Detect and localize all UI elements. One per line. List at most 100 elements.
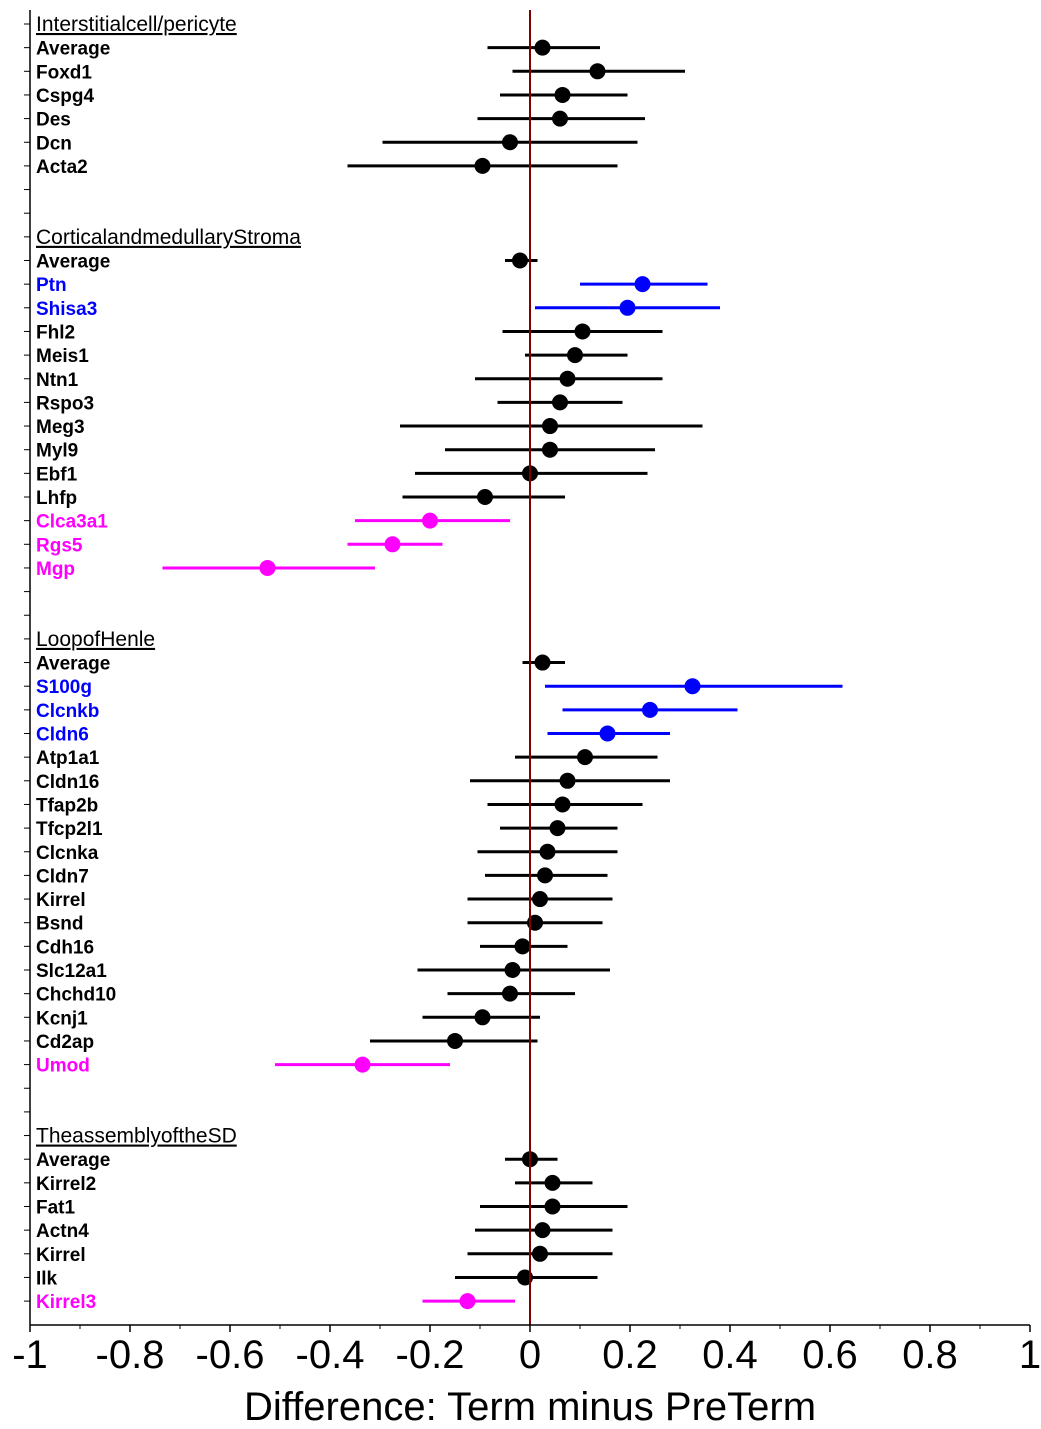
estimate-point (422, 512, 438, 529)
x-tick-label: 0.4 (702, 1333, 758, 1377)
row-label: Tfap2b (36, 795, 98, 816)
estimate-point (542, 418, 558, 435)
group-title: LoopofHenle (36, 628, 155, 651)
row-label: Average (36, 654, 110, 675)
estimate-point (502, 985, 518, 1002)
row-label: Cd2ap (36, 1032, 94, 1053)
estimate-point (684, 678, 701, 695)
row-label: Ntn1 (36, 370, 79, 391)
row-label: Fat1 (36, 1198, 76, 1219)
row-label: Fhl2 (36, 322, 75, 343)
row-label: Meg3 (36, 417, 85, 438)
estimate-point (384, 536, 401, 553)
estimate-point (532, 891, 548, 908)
row-label: Cldn16 (36, 772, 99, 793)
estimate-point (477, 489, 493, 505)
estimate-point (459, 1293, 476, 1310)
row-label: Umod (36, 1056, 90, 1077)
estimate-point (559, 772, 576, 789)
estimate-point (534, 654, 551, 671)
estimate-point (504, 962, 521, 978)
row-label: Acta2 (36, 157, 88, 178)
row-label: Cdh16 (36, 937, 94, 958)
row-label: Bsnd (36, 914, 84, 935)
row-label: Clca3a1 (36, 512, 108, 533)
row-label: Chchd10 (36, 985, 116, 1006)
estimate-point (534, 1222, 551, 1239)
estimate-point (552, 110, 568, 127)
row-label: Clcnkb (36, 701, 99, 722)
group-title: Interstitialcell/pericyte (36, 13, 237, 36)
x-tick-label: 0 (519, 1333, 541, 1377)
x-tick-label: 1 (1019, 1333, 1041, 1377)
row-label: Slc12a1 (36, 961, 107, 982)
row-label: Foxd1 (36, 62, 92, 83)
row-label: Average (36, 39, 110, 60)
row-label: Clcnka (36, 843, 99, 864)
estimate-point (559, 370, 576, 387)
row-label: Kirrel (36, 1245, 86, 1266)
row-label: Des (36, 110, 71, 131)
row-label: Myl9 (36, 441, 78, 462)
estimate-point (474, 1009, 491, 1026)
estimate-point (259, 559, 276, 576)
x-tick-label: 0.8 (902, 1333, 958, 1377)
plot-area: Interstitialcell/pericyteAverageFoxd1Csp… (36, 10, 843, 1325)
row-label: Meis1 (36, 346, 89, 367)
x-tick-label: 0.2 (602, 1333, 658, 1377)
group-title: CorticalandmedullaryStroma (36, 226, 301, 249)
x-tick-label: -0.4 (296, 1333, 365, 1377)
row-label: Actn4 (36, 1221, 89, 1242)
estimate-point (567, 347, 583, 364)
x-tick-label: -0.8 (96, 1333, 165, 1377)
estimate-point (474, 157, 491, 174)
row-label: S100g (36, 677, 92, 698)
estimate-point (534, 39, 551, 56)
estimate-point (512, 252, 528, 269)
x-tick-label: -0.2 (396, 1333, 465, 1377)
row-label: Ilk (36, 1268, 58, 1289)
y-axis (24, 10, 31, 1325)
row-label: Kirrel (36, 890, 86, 911)
row-label: Ebf1 (36, 464, 78, 485)
estimate-point (502, 134, 518, 151)
estimate-point (634, 276, 651, 293)
row-label: Average (36, 1150, 110, 1171)
estimate-point (514, 938, 531, 955)
x-tick-label: -1 (12, 1333, 48, 1377)
estimate-point (532, 1245, 548, 1262)
estimate-point (577, 749, 593, 766)
estimate-point (354, 1056, 371, 1073)
estimate-point (539, 843, 556, 860)
row-label: Dcn (36, 133, 72, 154)
estimate-point (574, 323, 591, 340)
x-tick-label: 0.6 (802, 1333, 858, 1377)
x-axis: -1 -0.8 -0.6 -0.4 -0.2 0 0.2 0.4 0.6 0.8 1 (12, 1324, 1041, 1377)
row-label: Cldn7 (36, 866, 89, 887)
row-label: Average (36, 252, 110, 273)
estimate-point (542, 441, 558, 458)
row-label: Ptn (36, 275, 67, 296)
group-title: TheassemblyoftheSD (36, 1125, 237, 1148)
row-label: Cldn6 (36, 725, 89, 746)
estimate-point (589, 63, 606, 80)
row-label: Rgs5 (36, 535, 83, 556)
row-label: Lhfp (36, 488, 77, 509)
estimate-point (554, 86, 571, 103)
estimate-point (619, 299, 636, 316)
estimate-point (544, 1198, 561, 1215)
row-label: Kirrel2 (36, 1174, 96, 1195)
row-label: Kirrel3 (36, 1292, 96, 1313)
row-label: Tfcp2l1 (36, 819, 103, 840)
estimate-point (544, 1174, 561, 1191)
row-label: Cspg4 (36, 86, 95, 107)
estimate-point (549, 820, 566, 837)
estimate-point (642, 701, 658, 718)
estimate-point (599, 725, 616, 742)
estimate-point (552, 394, 568, 411)
row-label: Atp1a1 (36, 748, 100, 769)
estimate-point (447, 1032, 463, 1049)
x-axis-title: Difference: Term minus PreTerm (244, 1385, 816, 1429)
estimate-point (537, 867, 553, 884)
